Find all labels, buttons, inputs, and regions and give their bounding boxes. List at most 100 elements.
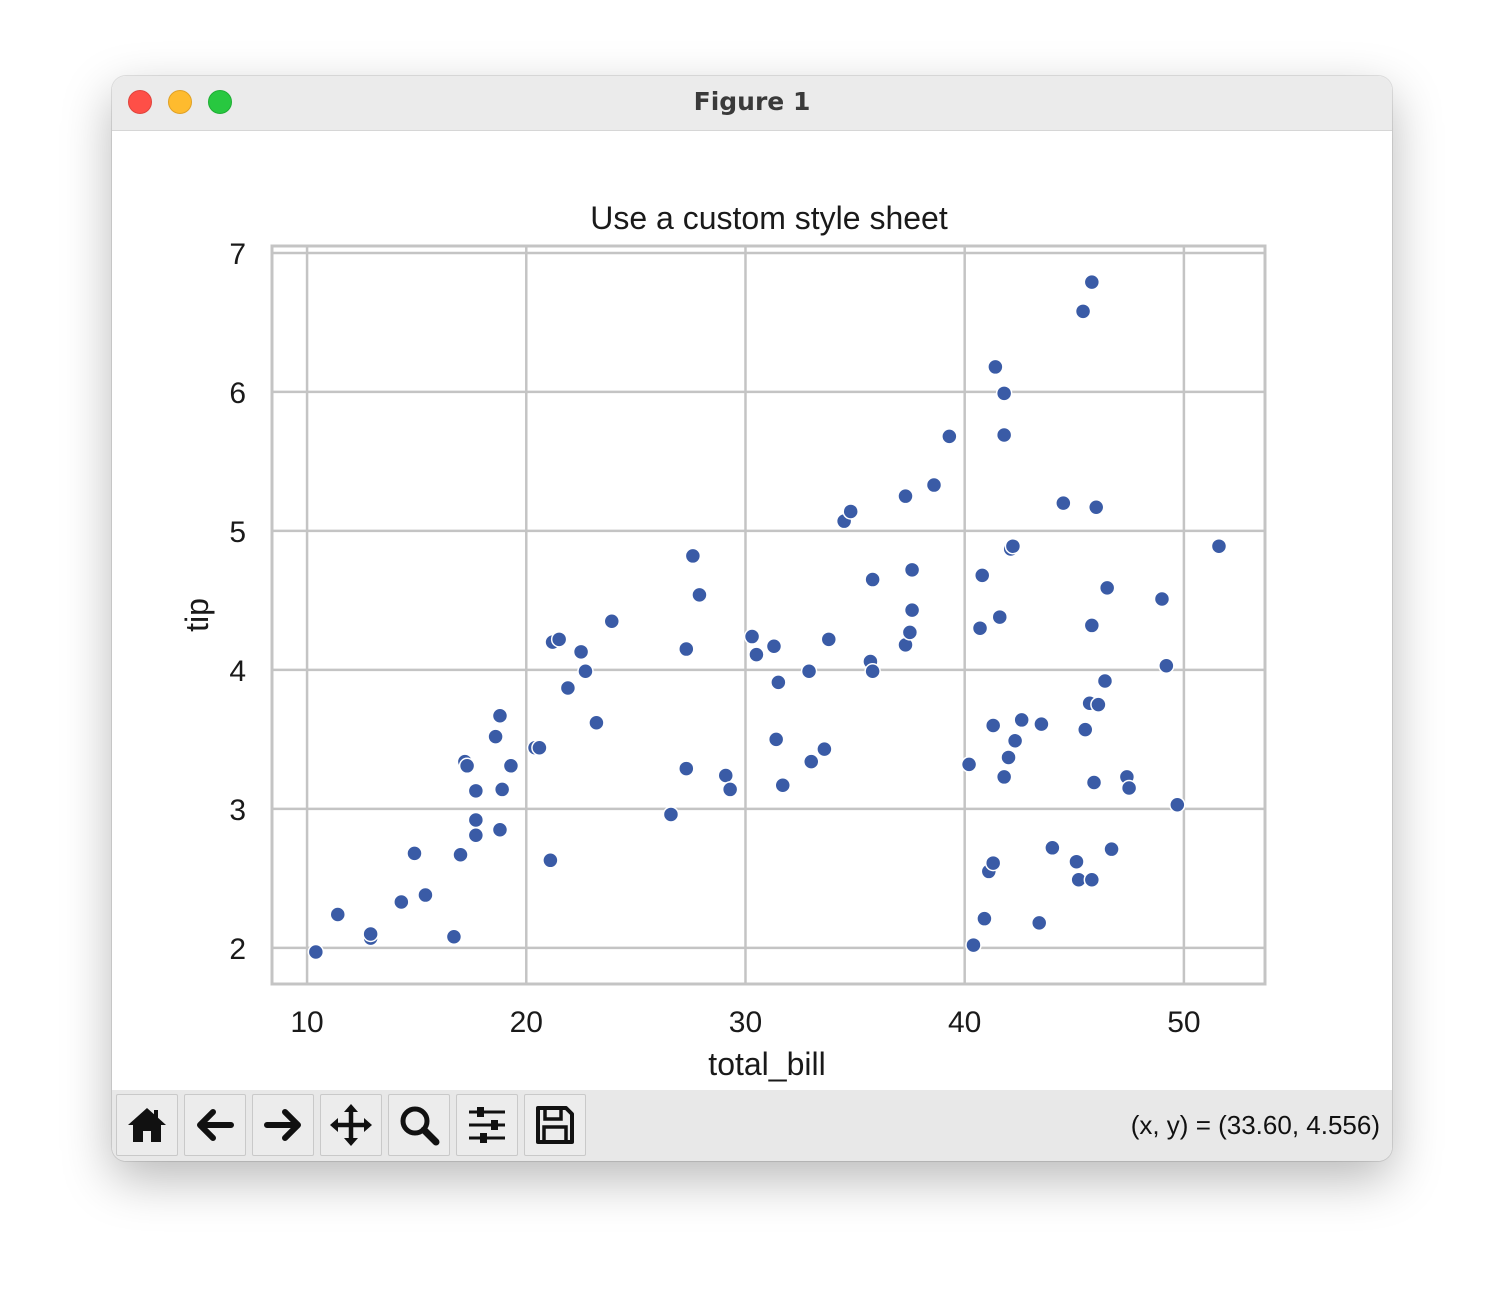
title-bar: Figure 1 (112, 76, 1392, 131)
data-point (307, 943, 325, 961)
data-point (820, 631, 838, 648)
scatter-chart[interactable]: 10 20 30 40 50 2 3 4 5 6 7 Use a custom style shee… (112, 131, 1392, 1091)
data-point (802, 753, 820, 770)
data-point (987, 358, 1004, 376)
data-point (452, 846, 469, 863)
data-point (329, 906, 347, 923)
data-point (1210, 537, 1228, 555)
data-point (467, 782, 485, 800)
floppy-disk-icon (536, 1106, 574, 1144)
data-point (1004, 537, 1022, 555)
data-point (976, 910, 993, 927)
x-axis-label: total_bill (708, 1046, 825, 1082)
data-point (717, 767, 735, 784)
data-point (1103, 840, 1120, 858)
data-point (774, 777, 791, 794)
data-point (445, 928, 463, 945)
data-point (1006, 732, 1024, 750)
home-button[interactable] (116, 1094, 178, 1156)
data-point (1044, 839, 1061, 857)
data-point (406, 845, 423, 862)
data-point (1030, 914, 1048, 932)
data-point (678, 760, 695, 777)
data-point (1000, 749, 1017, 766)
data-point (1087, 499, 1105, 516)
data-point (362, 925, 379, 943)
y-axis-label: tip (179, 598, 215, 632)
y-tick-label: 4 (229, 655, 246, 688)
data-point (491, 707, 509, 725)
data-point (1083, 273, 1101, 291)
forward-button[interactable] (252, 1094, 314, 1156)
data-point (493, 781, 511, 798)
data-point (417, 886, 434, 904)
data-point (1096, 672, 1114, 690)
window-title: Figure 1 (693, 87, 811, 116)
x-tick-label: 40 (948, 1006, 981, 1039)
data-point (743, 628, 761, 645)
configure-subplots-button[interactable] (456, 1094, 518, 1156)
x-tick-label: 20 (510, 1006, 543, 1039)
pan-button[interactable] (320, 1094, 382, 1156)
data-point (458, 757, 476, 775)
tick-labels: 10 20 30 40 50 2 3 4 5 6 7 (229, 238, 1200, 1039)
close-window-button[interactable] (128, 90, 152, 114)
data-point (864, 663, 881, 680)
data-point (901, 624, 919, 641)
data-point (1074, 303, 1092, 320)
data-point (995, 385, 1013, 402)
data-points (307, 273, 1228, 961)
navigation-toolbar: (x, y) = (33.60, 4.556) (112, 1090, 1392, 1161)
arrow-right-icon (264, 1109, 301, 1141)
zoom-button[interactable] (388, 1094, 450, 1156)
data-point (984, 717, 1002, 734)
data-point (678, 640, 695, 658)
data-point (1158, 657, 1175, 674)
data-point (1013, 711, 1030, 729)
data-point (572, 643, 590, 661)
data-point (941, 428, 958, 445)
data-point (925, 476, 943, 494)
data-point (770, 674, 787, 691)
figure-canvas[interactable]: 10 20 30 40 50 2 3 4 5 6 7 Use a custom style shee… (112, 131, 1392, 1091)
data-point (903, 561, 921, 579)
data-point (721, 781, 739, 798)
data-point (588, 714, 605, 731)
data-point (1085, 774, 1103, 791)
y-tick-label: 2 (229, 933, 246, 966)
data-point (897, 487, 914, 505)
sliders-icon (469, 1107, 505, 1143)
data-point (467, 811, 485, 829)
data-point (531, 739, 548, 756)
data-point (864, 571, 881, 588)
x-tick-label: 10 (290, 1006, 323, 1039)
data-point (971, 619, 989, 637)
data-point (748, 646, 765, 663)
grid (272, 246, 1265, 984)
data-point (491, 821, 509, 838)
data-point (467, 827, 485, 844)
data-point (1083, 617, 1101, 634)
minimize-window-button[interactable] (168, 90, 192, 114)
y-tick-label: 5 (229, 516, 246, 549)
x-tick-label: 30 (729, 1006, 762, 1039)
data-point (1077, 721, 1094, 738)
data-point (1153, 590, 1171, 608)
magnifier-icon (400, 1106, 440, 1146)
data-point (903, 601, 921, 619)
chart-title: Use a custom style sheet (590, 200, 948, 236)
zoom-window-button[interactable] (208, 90, 232, 114)
data-point (1120, 779, 1138, 797)
x-tick-label: 50 (1167, 1006, 1200, 1039)
arrow-left-icon (197, 1109, 234, 1141)
cursor-coordinates: (x, y) = (33.60, 4.556) (1130, 1110, 1380, 1140)
data-point (1090, 696, 1107, 713)
data-point (995, 768, 1013, 786)
y-tick-label: 7 (229, 238, 246, 271)
data-point (765, 638, 783, 655)
back-button[interactable] (184, 1094, 246, 1156)
data-point (603, 613, 621, 630)
data-point (559, 679, 577, 697)
save-button[interactable] (524, 1094, 586, 1156)
data-point (995, 426, 1013, 444)
